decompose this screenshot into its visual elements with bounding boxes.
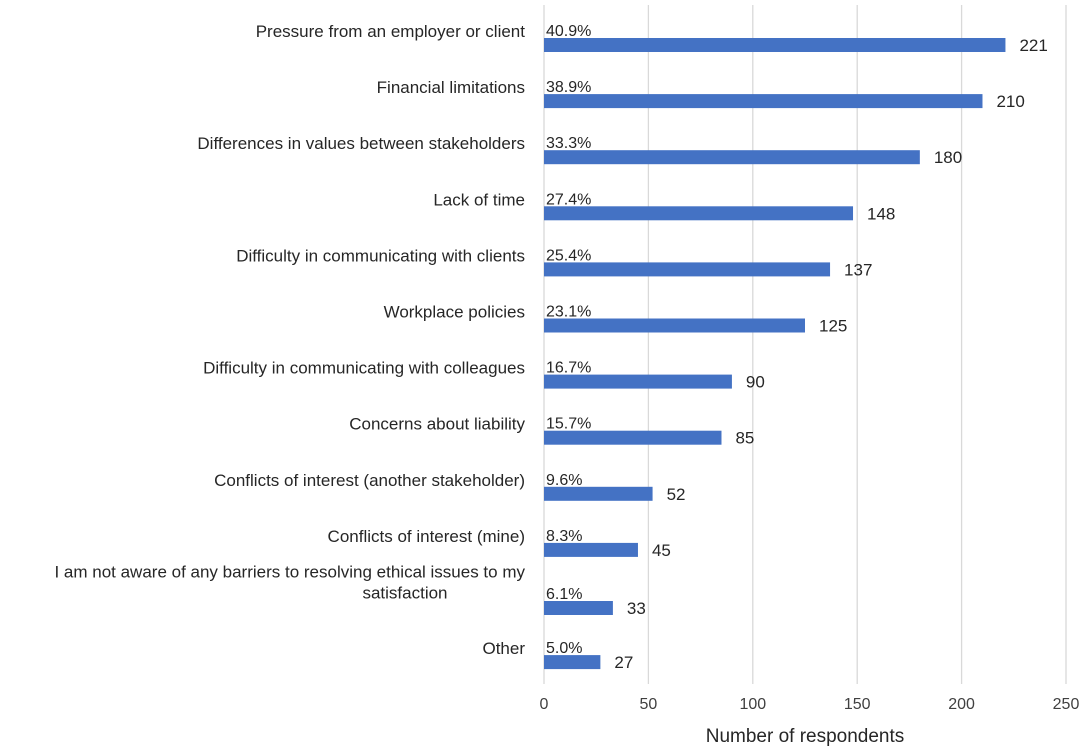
- x-tick-label-250: 250: [1053, 696, 1080, 713]
- x-tick-label-100: 100: [739, 696, 766, 713]
- bar-9: [544, 486, 653, 501]
- percent-label-2: 38.9%: [546, 79, 591, 96]
- percent-label-1: 40.9%: [546, 23, 591, 40]
- bar-6: [544, 318, 805, 333]
- labels: 221 40.9% Pressure from an employer or cli…: [54, 22, 1047, 672]
- category-label-10: Conflicts of interest (mine): [328, 527, 525, 546]
- value-label-11: 33: [627, 599, 646, 618]
- gridlines: [543, 5, 1067, 684]
- category-label-1: Pressure from an employer or client: [256, 22, 526, 41]
- category-label-8: Concerns about liability: [349, 415, 525, 434]
- x-axis: 0 50 100 150 200 250 Number of respondents: [540, 696, 1080, 747]
- category-label-7: Difficulty in communicating with colleag…: [203, 359, 525, 378]
- percent-label-6: 23.1%: [546, 304, 591, 321]
- value-label-8: 85: [735, 429, 754, 448]
- percent-label-7: 16.7%: [546, 360, 591, 377]
- percent-label-8: 15.7%: [546, 416, 591, 433]
- bar-4: [544, 206, 854, 221]
- bar-11: [544, 601, 613, 615]
- value-label-5: 137: [844, 260, 872, 279]
- category-label-5: Difficulty in communicating with clients: [236, 246, 525, 265]
- value-label-3: 180: [934, 148, 962, 167]
- value-label-7: 90: [746, 373, 765, 392]
- bar-12: [544, 655, 601, 670]
- value-label-2: 210: [996, 92, 1024, 111]
- category-label-9: Conflicts of interest (another stakehold…: [214, 471, 525, 490]
- bar-7: [544, 374, 732, 389]
- value-label-1: 221: [1019, 36, 1047, 55]
- value-label-9: 52: [667, 485, 686, 504]
- bar-5: [544, 262, 831, 277]
- category-label-3: Differences in values between stakeholde…: [197, 134, 525, 153]
- bar-1: [544, 38, 1006, 52]
- x-axis-title: Number of respondents: [706, 726, 905, 747]
- category-label-2: Financial limitations: [377, 78, 525, 97]
- category-label-11-line-2: satisfaction: [362, 584, 447, 603]
- category-label-12: Other: [482, 639, 525, 658]
- percent-label-12: 5.0%: [546, 640, 582, 657]
- percent-label-3: 33.3%: [546, 135, 591, 152]
- x-tick-label-0: 0: [540, 696, 549, 713]
- x-tick-label-150: 150: [844, 696, 871, 713]
- bar-3: [544, 150, 920, 165]
- x-tick-label-200: 200: [948, 696, 975, 713]
- category-label-6: Workplace policies: [384, 303, 525, 322]
- value-label-4: 148: [867, 204, 895, 223]
- bar-8: [544, 430, 722, 445]
- bar-2: [544, 94, 983, 109]
- percent-label-11: 6.1%: [546, 586, 582, 603]
- category-label-4: Lack of time: [433, 190, 525, 209]
- value-label-12: 27: [614, 653, 633, 672]
- category-label-11: I am not aware of any barriers to resolv…: [54, 563, 525, 603]
- value-label-10: 45: [652, 541, 671, 560]
- value-label-6: 125: [819, 317, 847, 336]
- percent-label-4: 27.4%: [546, 191, 591, 208]
- percent-label-9: 9.6%: [546, 472, 582, 489]
- bars: [544, 38, 1006, 670]
- percent-label-5: 25.4%: [546, 247, 591, 264]
- percent-label-10: 8.3%: [546, 528, 582, 545]
- x-tick-label-50: 50: [640, 696, 658, 713]
- category-label-11-line-1: I am not aware of any barriers to resolv…: [54, 563, 525, 582]
- bar-10: [544, 542, 638, 557]
